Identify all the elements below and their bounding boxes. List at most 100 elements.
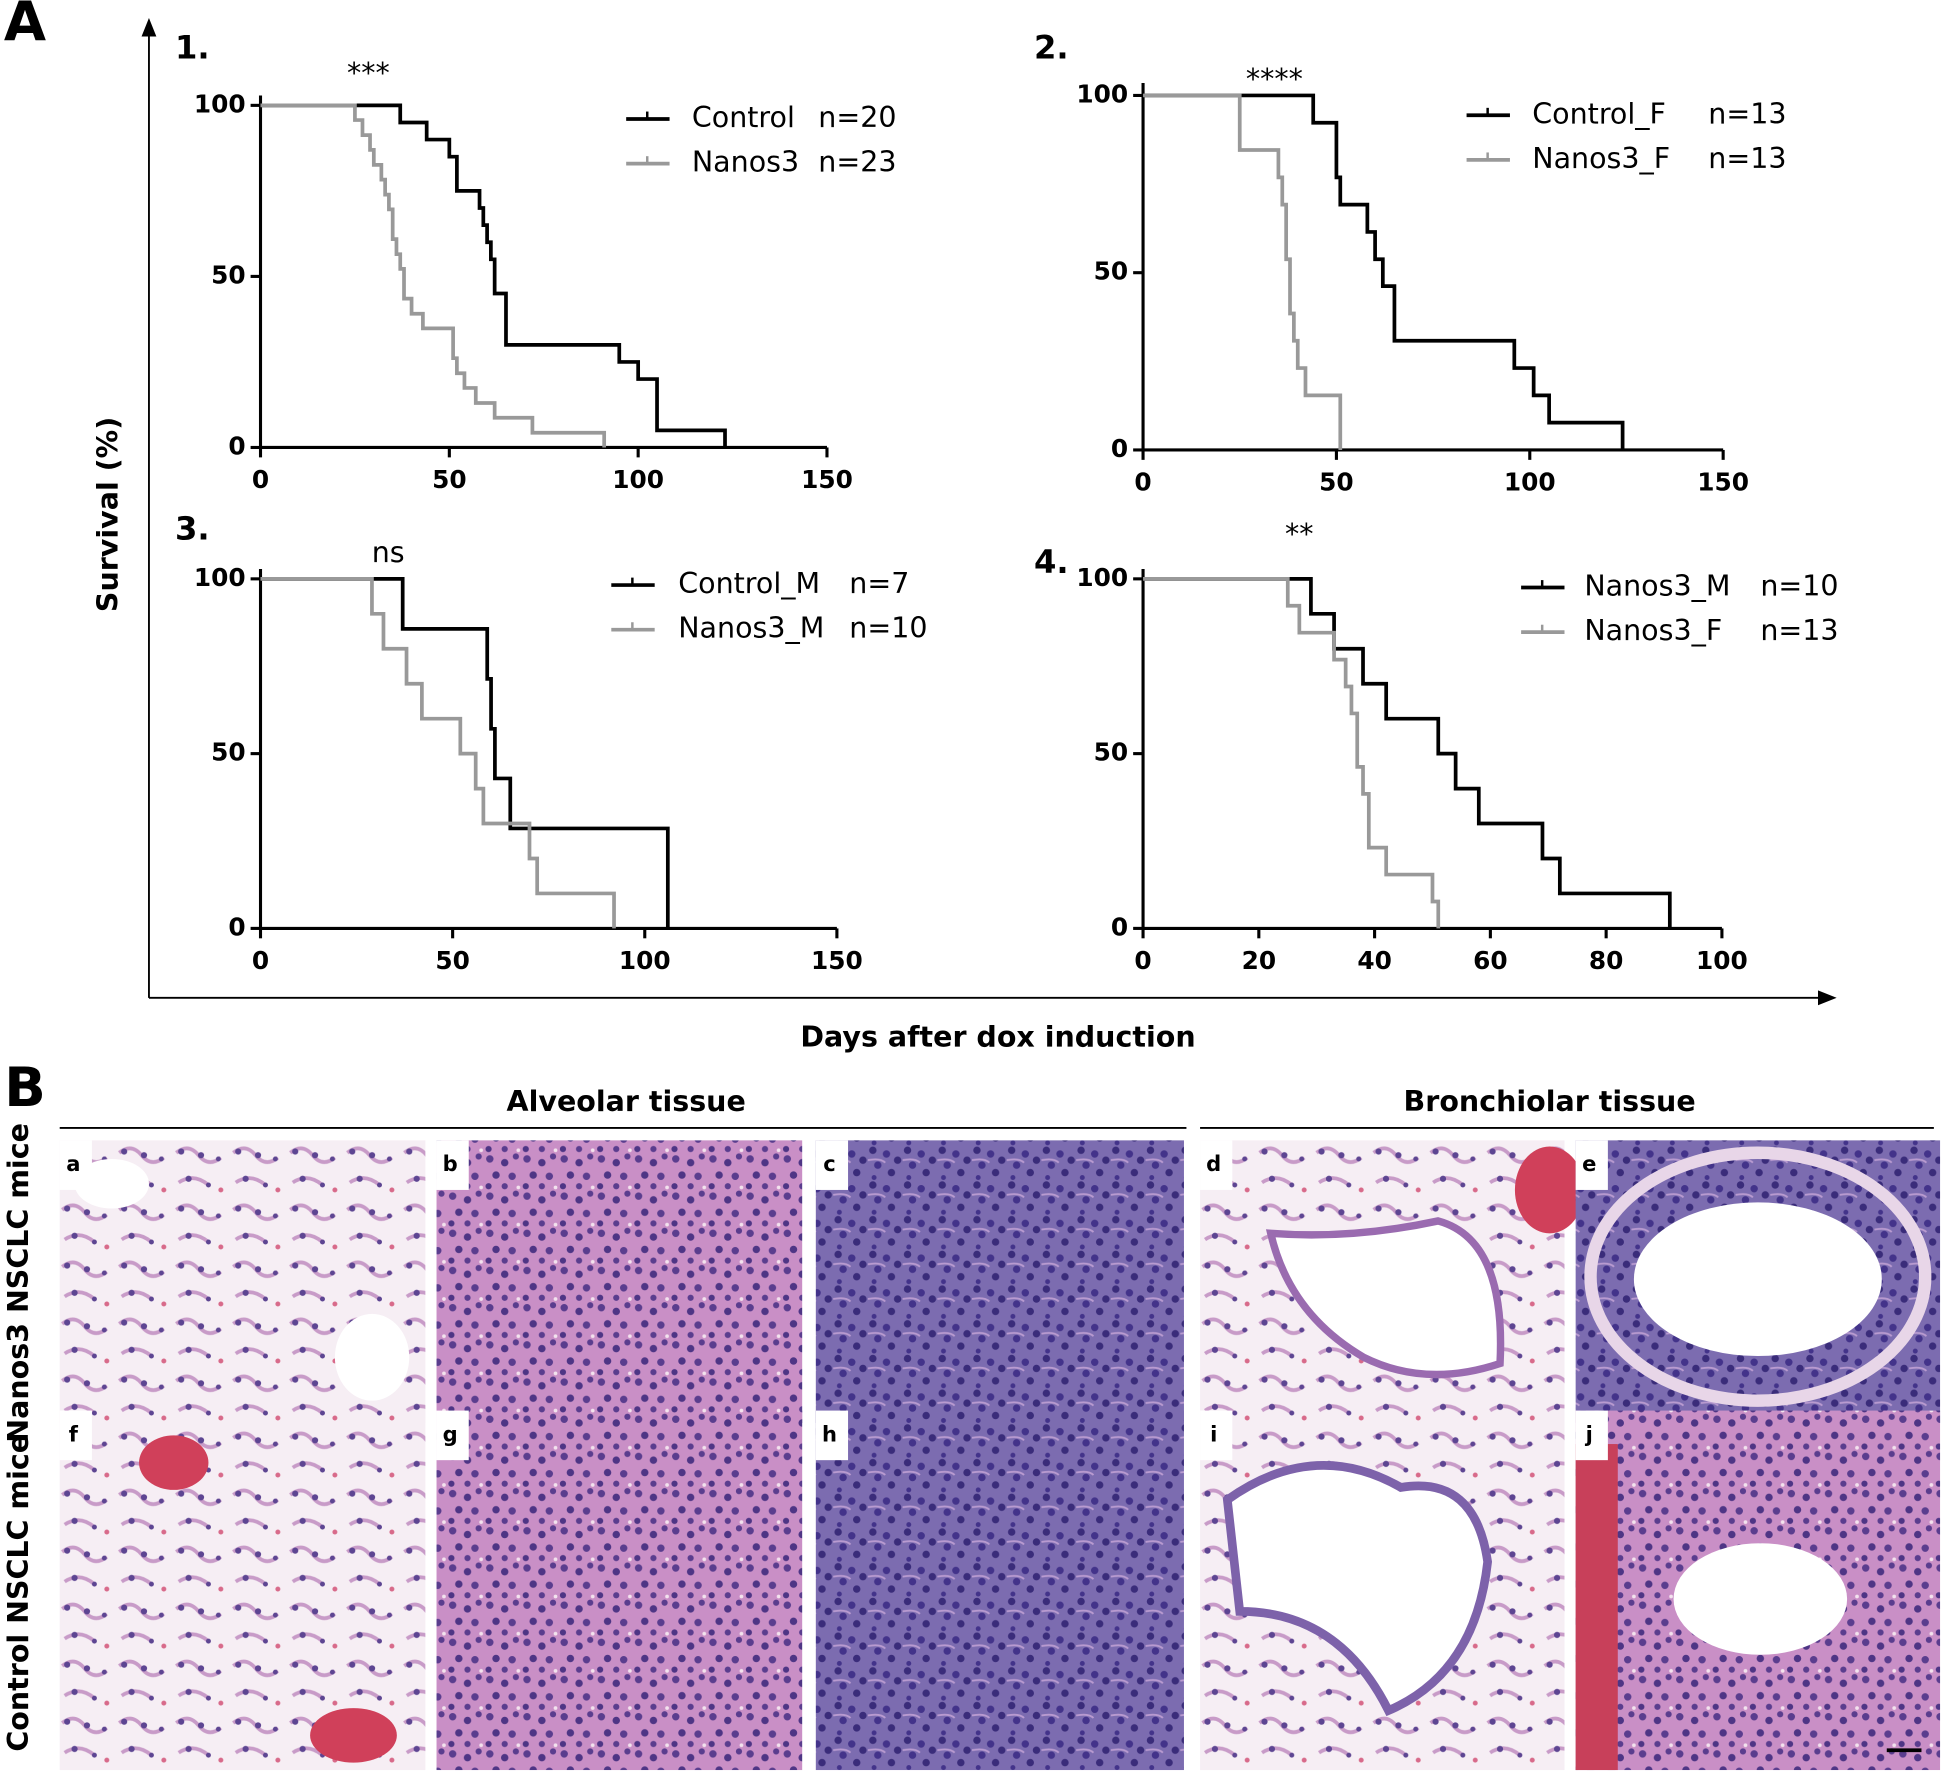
- legend-n: n=13: [1708, 142, 1786, 175]
- image-label: a: [66, 1151, 80, 1176]
- chart-title: 1.: [175, 29, 210, 67]
- y-axis-label: Survival (%): [91, 417, 124, 612]
- chart-title: 2.: [1034, 29, 1069, 67]
- lumen: [334, 1313, 410, 1401]
- x-tick-label: 50: [432, 465, 467, 494]
- lumen: [1673, 1543, 1848, 1655]
- legend-n: n=13: [1708, 97, 1786, 130]
- image-label: d: [1206, 1151, 1221, 1176]
- micrograph: [436, 1410, 803, 1771]
- tissue-header: Alveolar tissue: [507, 1085, 746, 1118]
- y-tick-label: 100: [194, 563, 246, 592]
- image-label-box: [59, 1410, 92, 1461]
- blood: [310, 1708, 397, 1763]
- image-label: i: [1210, 1421, 1217, 1446]
- legend-label: Nanos3_M: [1584, 570, 1730, 603]
- survival-curve: [260, 576, 670, 929]
- y-tick-label: 50: [211, 738, 246, 767]
- legend-label: Nanos3_M: [678, 612, 824, 645]
- chart-title: 4.: [1034, 543, 1069, 581]
- micrograph: [436, 1140, 803, 1423]
- x-tick-label: 50: [435, 946, 470, 975]
- row-label: Nanos3 NSCLC mice: [2, 1123, 35, 1443]
- wall: [1584, 1146, 1932, 1407]
- lumen: [1222, 1461, 1493, 1717]
- annotation: ***: [347, 56, 390, 89]
- image-label-box: [1575, 1410, 1608, 1461]
- x-tick-label: 80: [1589, 946, 1624, 975]
- survival-curve: [260, 103, 607, 448]
- legend-label: Nanos3_F: [1584, 614, 1722, 647]
- blood: [1514, 1146, 1585, 1234]
- x-tick-label: 100: [612, 465, 664, 494]
- x-tick-label: 150: [801, 465, 853, 494]
- x-tick-label: 60: [1473, 946, 1508, 975]
- y-tick-label: 100: [1076, 79, 1128, 108]
- image-label-box: [815, 1410, 849, 1461]
- survival-curve: [1143, 93, 1343, 450]
- x-tick-label: 100: [1696, 946, 1748, 975]
- legend-n: n=23: [818, 146, 896, 179]
- micrograph: [815, 1410, 1184, 1771]
- image-label-box: [436, 1140, 469, 1190]
- annotation: ****: [1246, 63, 1303, 96]
- tissue-header: Bronchiolar tissue: [1404, 1085, 1696, 1118]
- image-label: e: [1582, 1151, 1596, 1176]
- y-tick-label: 0: [228, 912, 245, 941]
- survival-curve: [260, 576, 616, 929]
- lumen: [1633, 1202, 1882, 1357]
- image-label-box: [1200, 1410, 1233, 1461]
- legend-n: n=10: [849, 612, 927, 645]
- legend-n: n=13: [1760, 614, 1838, 647]
- y-tick-label: 50: [211, 260, 246, 289]
- lumen: [1265, 1217, 1505, 1379]
- y-tick-label: 0: [228, 431, 245, 460]
- y-tick-label: 100: [194, 89, 246, 118]
- chart-title: 3.: [175, 510, 210, 548]
- panel-label: A: [4, 0, 46, 53]
- image-label: f: [69, 1421, 79, 1446]
- y-tick-label: 0: [1111, 912, 1128, 941]
- survival-curve: [1143, 93, 1625, 450]
- legend-label: Nanos3_F: [1532, 142, 1670, 175]
- y-tick-label: 0: [1111, 434, 1128, 463]
- image-label-box: [815, 1140, 849, 1190]
- x-tick-label: 0: [252, 465, 269, 494]
- image-label: g: [443, 1421, 458, 1446]
- x-tick-label: 0: [1134, 946, 1151, 975]
- image-label: b: [443, 1151, 458, 1176]
- annotation: ns: [372, 536, 405, 569]
- annotation: **: [1285, 517, 1314, 550]
- lumen: [74, 1158, 149, 1209]
- x-tick-label: 100: [1504, 467, 1556, 496]
- micrograph: [815, 1140, 1184, 1423]
- x-axis-label: Days after dox induction: [800, 1021, 1195, 1054]
- legend-label: Nanos3: [692, 146, 799, 179]
- x-tick-label: 20: [1242, 946, 1277, 975]
- micrographs: [59, 1140, 1941, 1771]
- legend-n: n=7: [849, 567, 909, 600]
- legend-label: Control_F: [1532, 97, 1666, 130]
- y-tick-label: 50: [1094, 257, 1129, 286]
- image-label-box: [436, 1410, 469, 1461]
- x-tick-label: 150: [811, 946, 863, 975]
- image-label-box: [1200, 1140, 1233, 1190]
- image-label: h: [822, 1421, 837, 1446]
- image-label-box: [1575, 1140, 1608, 1190]
- y-tick-label: 100: [1076, 563, 1128, 592]
- row-label: Control NSCLC mice: [2, 1434, 35, 1752]
- image-label: j: [1585, 1421, 1593, 1446]
- y-tick-label: 50: [1094, 738, 1129, 767]
- blood: [139, 1435, 209, 1490]
- x-tick-label: 50: [1319, 467, 1354, 496]
- x-tick-label: 0: [252, 946, 269, 975]
- panel-label: B: [4, 1055, 46, 1119]
- survival-curve: [260, 103, 727, 448]
- x-tick-label: 150: [1697, 467, 1749, 496]
- survival-curve: [1143, 576, 1672, 929]
- blood: [1575, 1444, 1618, 1771]
- legend-label: Control: [692, 101, 795, 134]
- legend-n: n=20: [818, 101, 896, 134]
- image-label: c: [823, 1151, 836, 1176]
